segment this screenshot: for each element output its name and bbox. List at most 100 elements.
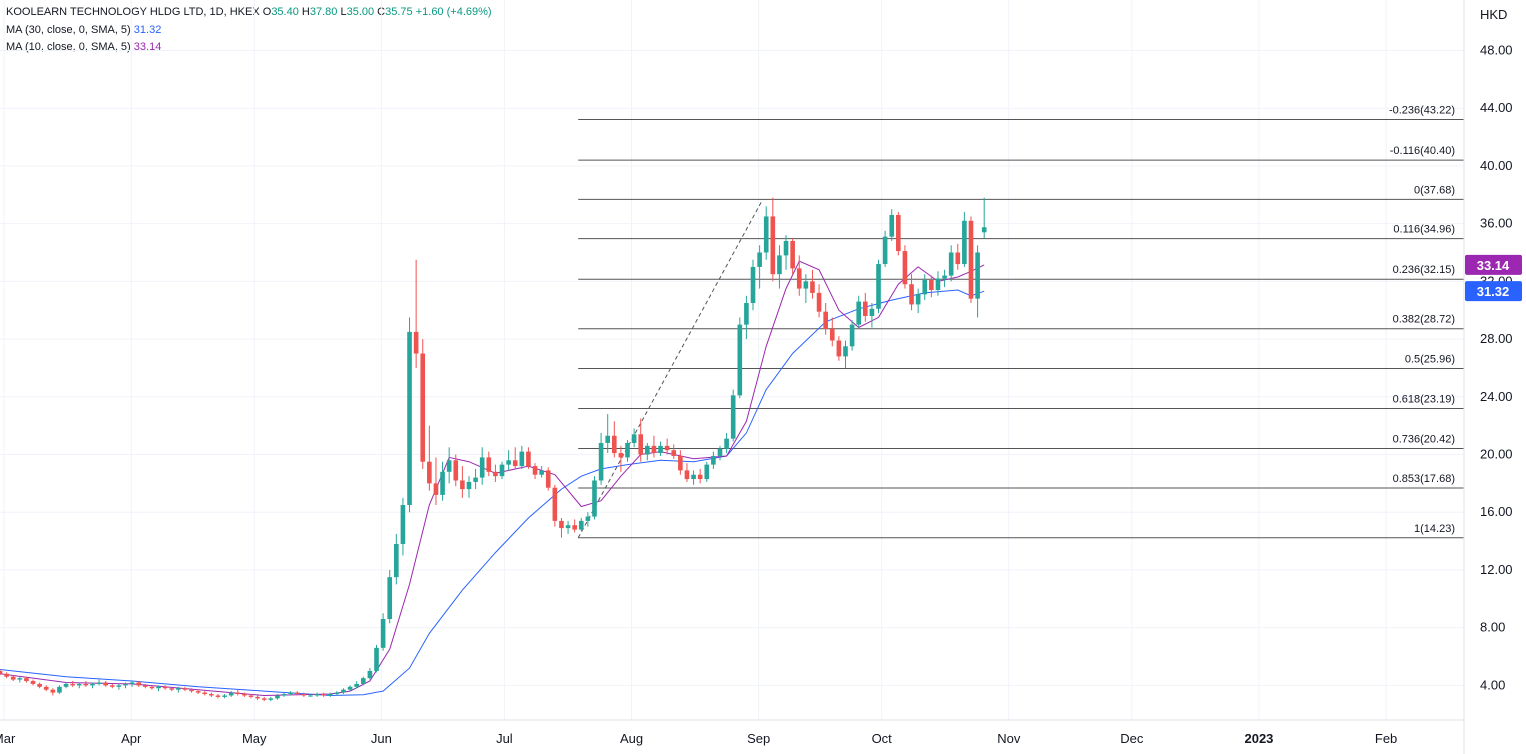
y-tick-label: 16.00 [1480, 504, 1513, 519]
y-tick-label: 48.00 [1480, 43, 1513, 58]
x-tick-label: Sep [747, 731, 770, 746]
candle-body [889, 214, 895, 237]
candle-body [493, 471, 498, 477]
fib-level-label: 0.116(34.96) [1393, 224, 1455, 236]
candle-body [955, 252, 961, 265]
price-label-box [1465, 281, 1522, 302]
candle-body [103, 682, 108, 686]
candle-body [678, 455, 683, 471]
candle-body [578, 520, 584, 530]
currency-label: HKD [1480, 7, 1507, 22]
candle-body [301, 694, 307, 696]
candle-body [625, 442, 630, 458]
candle-body [149, 686, 155, 689]
candle-body [572, 525, 577, 530]
candle-body [57, 686, 62, 693]
candle-body [704, 464, 710, 480]
candle-body [757, 252, 762, 267]
fib-level-label: -0.116(40.40) [1390, 145, 1455, 157]
candle-body [90, 683, 95, 686]
candle-body [962, 220, 967, 265]
candle-body [453, 460, 459, 481]
candle-body [763, 216, 769, 253]
x-tick-label: Mar [0, 731, 16, 746]
candle-body [559, 520, 564, 529]
candle-body [195, 691, 201, 693]
candle-body [803, 281, 809, 289]
high-label: H [301, 6, 310, 18]
ma30-line [0, 289, 985, 697]
candle-body [261, 698, 267, 700]
price-axis[interactable]: HKD 4.008.0012.0016.0020.0024.0028.0032.… [1463, 0, 1522, 754]
candle-body [446, 460, 452, 472]
fib-level-label: 0(37.68) [1414, 184, 1455, 196]
candle-body [638, 434, 644, 455]
low-value: 35.00 [346, 6, 375, 18]
indicator-ma30[interactable]: MA (30, close, 0, SMA, 5) 31.32 [6, 22, 161, 38]
candle-body [651, 445, 657, 454]
candle-body [664, 445, 670, 451]
candle-body [545, 470, 551, 488]
indicator-ma30-value: 31.32 [133, 24, 162, 36]
candle-body [777, 255, 782, 275]
candle-body [354, 683, 360, 687]
candle-body [750, 266, 756, 304]
candle-body [532, 466, 538, 475]
candle-body [43, 686, 49, 690]
price-label-box [1465, 254, 1522, 275]
candle-body [294, 692, 300, 695]
grid-lines [0, 0, 1464, 720]
symbol-title: KOOLEARN TECHNOLOGY HLDG LTD, 1D, HKEX [6, 6, 260, 18]
x-tick-label: Dec [1120, 731, 1144, 746]
candle-body [308, 695, 313, 697]
candle-body [215, 695, 221, 697]
indicator-ma10[interactable]: MA (10, close, 0, SMA, 5) 33.14 [6, 39, 161, 55]
candle-body [169, 688, 175, 690]
candle-body [235, 692, 241, 695]
candle-body [413, 331, 419, 354]
candle-body [862, 301, 868, 316]
candle-body [189, 689, 194, 692]
candle-body [981, 227, 987, 233]
candle-body [909, 284, 914, 305]
candle-body [248, 695, 254, 697]
candle-body [10, 676, 16, 680]
fibonacci-retracement[interactable]: -0.236(43.22) -0.116(40.40) 0(37.68) 0.116(… [577, 104, 1464, 539]
candle-body [882, 236, 888, 265]
candle-body [843, 346, 848, 357]
ma10-line [0, 260, 985, 697]
candle-body [935, 278, 941, 291]
candle-body [519, 451, 525, 467]
candle-body [374, 647, 379, 671]
candle-body [70, 683, 75, 686]
candle-body [143, 685, 148, 687]
candle-body [182, 688, 188, 690]
fib-level-label: 0.5(25.96) [1405, 354, 1455, 366]
price-label-text: 33.14 [1477, 258, 1510, 273]
candle-body [942, 275, 947, 279]
candle-body [658, 445, 663, 454]
candle-body [856, 301, 862, 325]
candle-body [222, 695, 227, 697]
candle-body [156, 686, 161, 689]
candle-body [915, 294, 921, 305]
candle-body [697, 474, 703, 480]
time-axis[interactable]: Mar Apr May Jun Jul Aug Sep Oct Nov Dec 2023 Feb [0, 719, 1464, 746]
candle-body [473, 477, 478, 482]
candle-body [645, 445, 650, 455]
candlestick-series [0, 197, 987, 702]
x-tick-label: Aug [620, 731, 643, 746]
candle-body [50, 689, 56, 693]
candle-body [275, 695, 280, 699]
candle-body [810, 281, 815, 293]
candle-body [427, 461, 432, 484]
candle-body [486, 457, 492, 472]
candle-body [30, 681, 36, 684]
candle-body [585, 516, 591, 521]
candle-body [0, 670, 3, 674]
candle-body [400, 505, 406, 544]
candle-body [394, 543, 399, 578]
candle-body [281, 694, 287, 696]
candle-body [162, 686, 168, 689]
